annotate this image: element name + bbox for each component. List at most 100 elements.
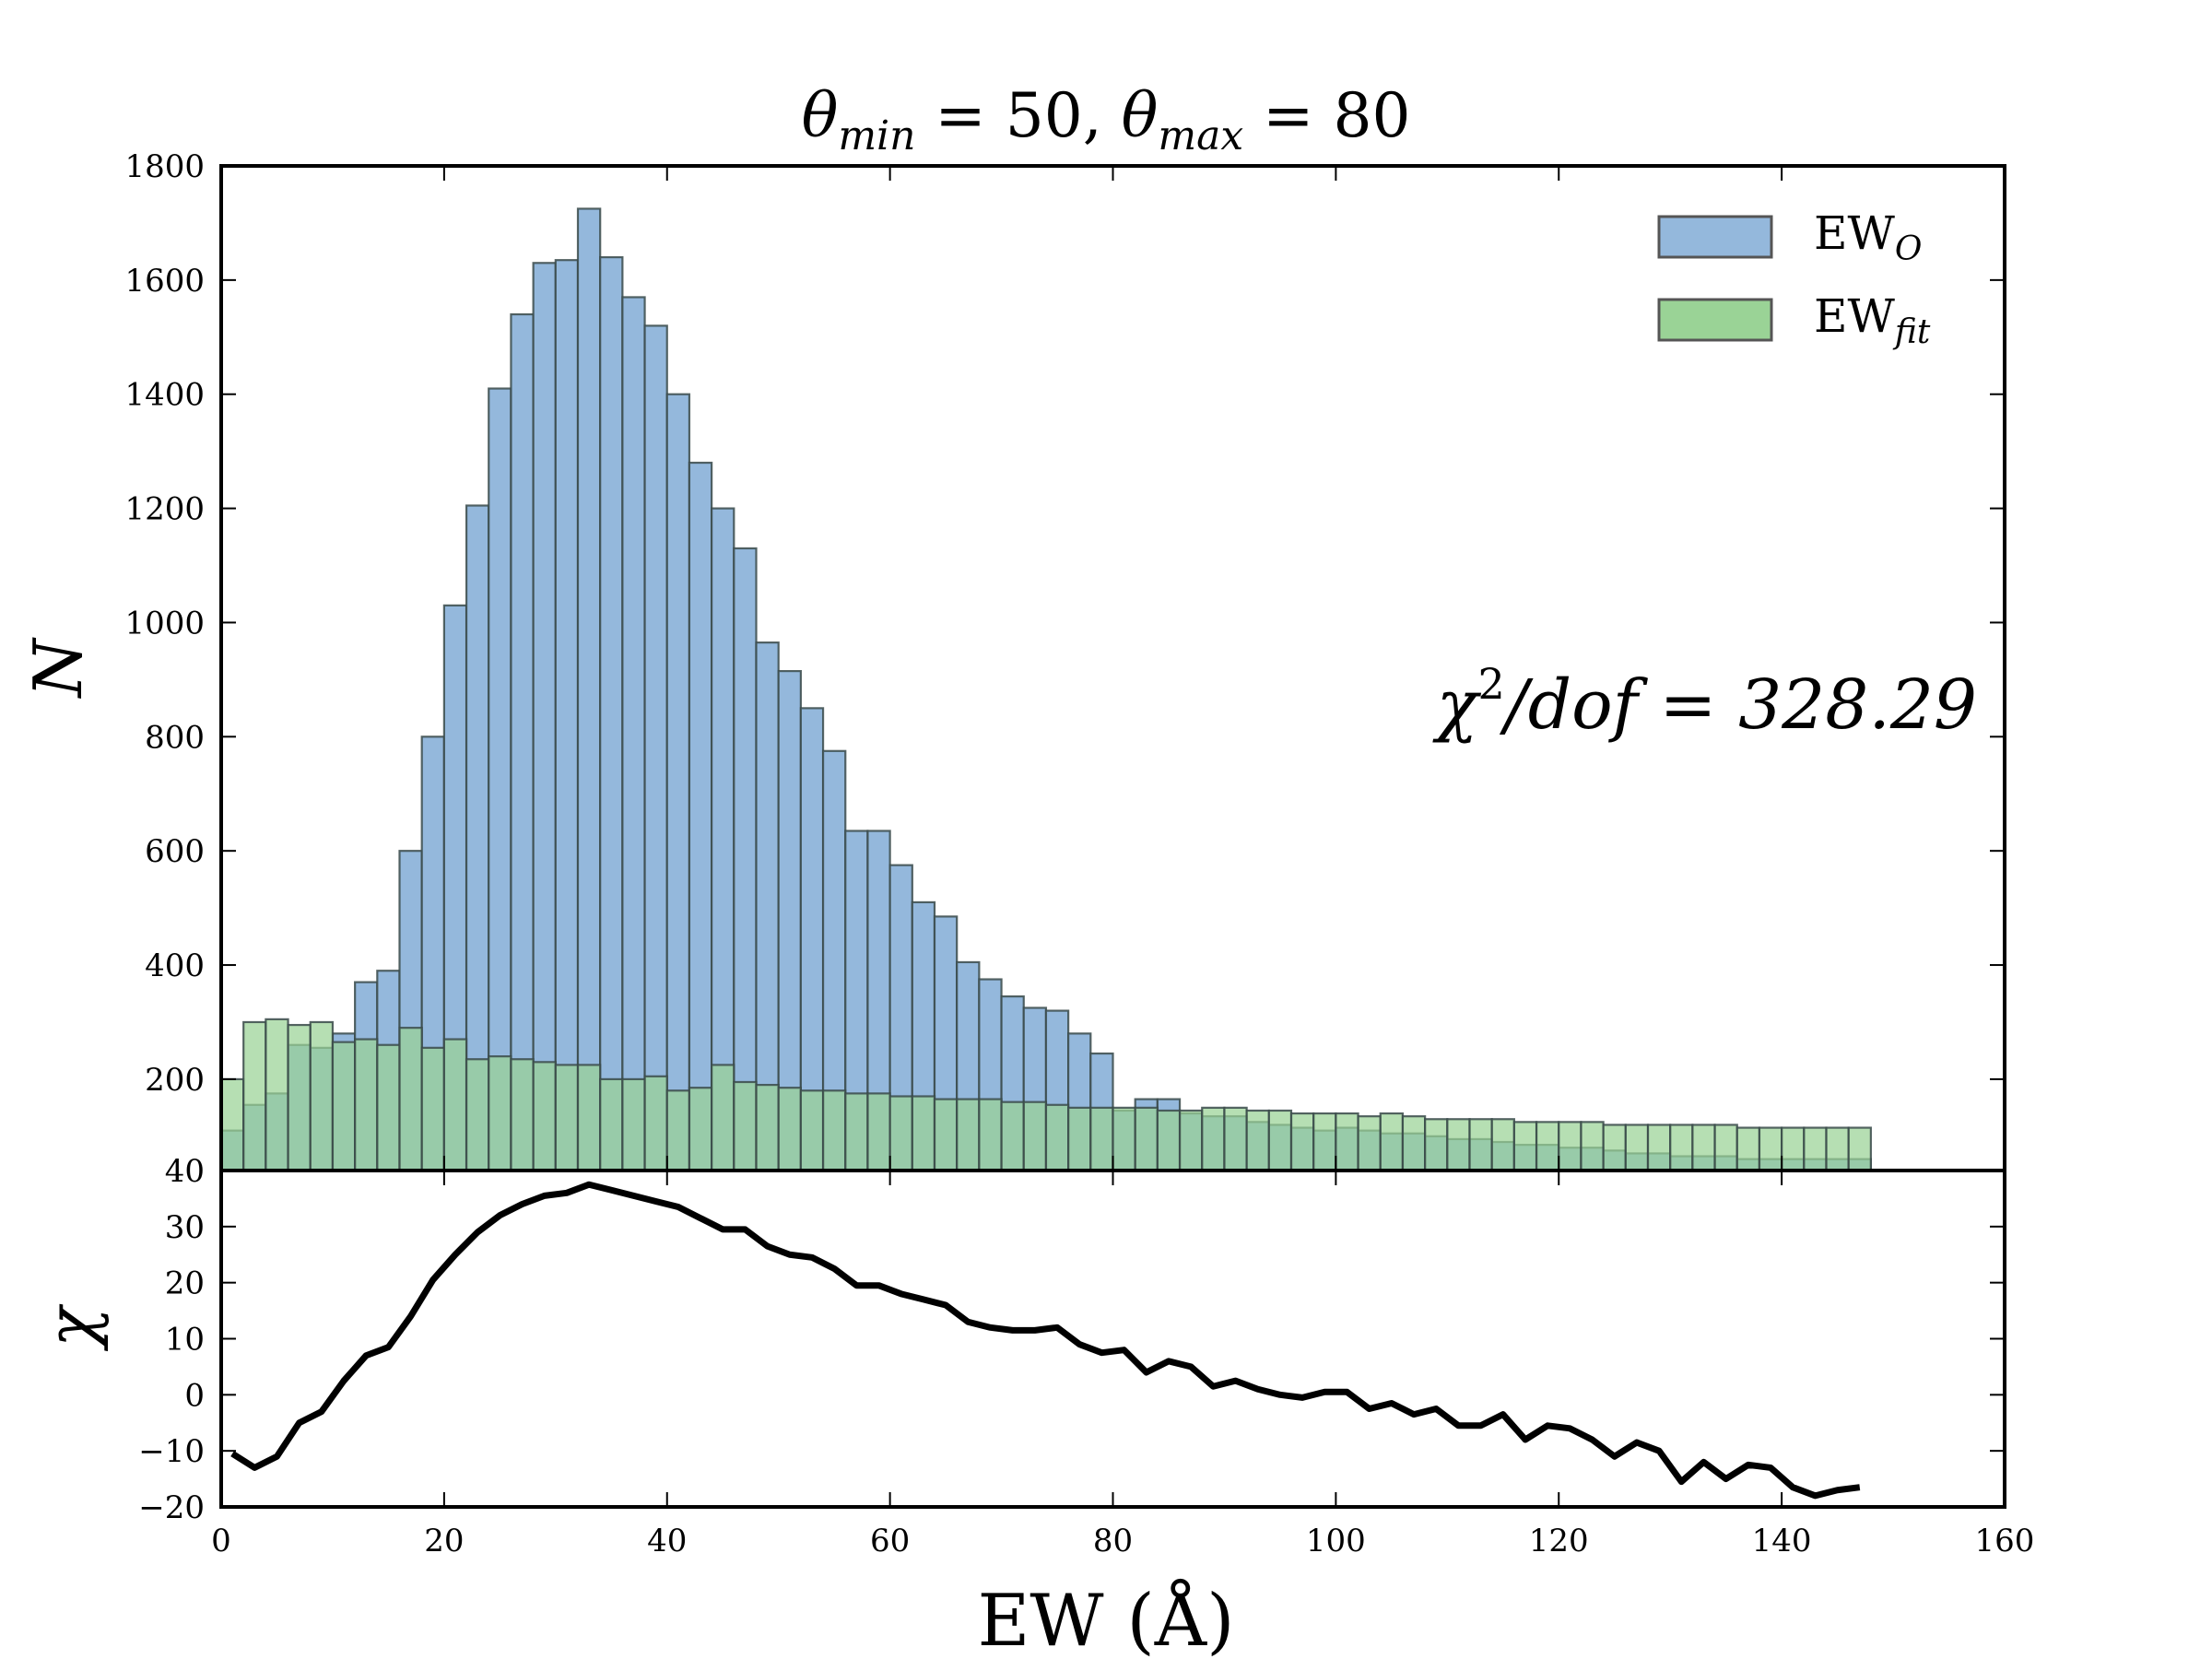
x-tick-label: 80 bbox=[1093, 1523, 1133, 1559]
bar-ew-fit bbox=[1289, 1112, 1315, 1172]
bar-ew-fit bbox=[1535, 1121, 1560, 1172]
title-end: = 80 bbox=[1243, 80, 1410, 151]
x-axis-ticks: 0 20 40 60 80 100 120 140 160 bbox=[211, 166, 2034, 1559]
bar-ew-fit bbox=[1758, 1126, 1783, 1172]
top-y-axis-label: N bbox=[19, 637, 97, 700]
bar-ew-fit bbox=[354, 1038, 379, 1172]
bar-ew-fit bbox=[1446, 1118, 1471, 1172]
bar-ew-fit bbox=[1223, 1106, 1248, 1172]
top-y-tick-label: 40 bbox=[165, 1153, 205, 1190]
bar-ew-fit bbox=[1089, 1106, 1114, 1172]
bar-ew-fit bbox=[1825, 1126, 1850, 1172]
bar-ew-fit bbox=[799, 1089, 825, 1172]
bar-ew-fit bbox=[1245, 1109, 1270, 1172]
bar-ew-fit bbox=[711, 1064, 735, 1172]
chi-residual-line bbox=[230, 1181, 1861, 1500]
annotation-rest: /dof = 328.29 bbox=[1500, 665, 1977, 745]
bottom-y-tick-label: 30 bbox=[165, 1209, 205, 1246]
bar-ew-o bbox=[532, 262, 557, 1172]
bar-ew-fit bbox=[576, 1064, 602, 1172]
bottom-y-axis-label: χ bbox=[32, 1303, 110, 1352]
annotation-sup: 2 bbox=[1478, 659, 1505, 709]
bar-ew-fit bbox=[1646, 1124, 1672, 1172]
bar-ew-fit bbox=[331, 1041, 357, 1172]
x-tick-label: 0 bbox=[211, 1523, 231, 1559]
bar-ew-fit bbox=[242, 1020, 267, 1172]
bar-ew-fit bbox=[621, 1077, 646, 1172]
bar-ew-fit bbox=[1401, 1115, 1427, 1172]
x-tick-label: 160 bbox=[1975, 1523, 2035, 1559]
legend-swatch-ew-fit bbox=[1657, 298, 1773, 342]
legend-label-ew-fit: EWfit bbox=[1814, 289, 1931, 351]
bar-ew-fit bbox=[1558, 1121, 1583, 1172]
bar-ew-fit bbox=[599, 1077, 624, 1172]
bar-ew-fit bbox=[1424, 1118, 1449, 1172]
bar-ew-fit bbox=[532, 1061, 557, 1172]
bar-ew-fit bbox=[1201, 1106, 1226, 1172]
top-y-tick-label: 1000 bbox=[124, 605, 205, 641]
bar-ew-fit bbox=[1178, 1109, 1204, 1172]
bar-ew-fit bbox=[1847, 1126, 1872, 1172]
top-y-tick-label: 1400 bbox=[124, 377, 205, 414]
top-y-tick-label: 600 bbox=[145, 833, 205, 870]
top-y-tick-label: 1600 bbox=[124, 263, 205, 300]
bar-ew-fit bbox=[911, 1095, 936, 1172]
top-y-tick-label: 1800 bbox=[124, 148, 205, 185]
bar-ew-fit bbox=[1468, 1118, 1493, 1172]
bar-ew-fit bbox=[1134, 1106, 1159, 1172]
bar-ew-fit bbox=[978, 1098, 1003, 1172]
bar-ew-fit bbox=[866, 1092, 891, 1172]
bottom-y-tick-label: 10 bbox=[165, 1322, 205, 1359]
bar-ew-o bbox=[643, 324, 668, 1172]
bar-ew-o bbox=[688, 461, 713, 1172]
bar-ew-fit bbox=[888, 1095, 913, 1172]
bar-ew-o bbox=[599, 255, 624, 1172]
legend: EWO EWfit bbox=[1657, 206, 1931, 351]
bar-ew-o bbox=[733, 547, 758, 1172]
x-tick-label: 20 bbox=[424, 1523, 464, 1559]
bar-ew-fit bbox=[1691, 1124, 1716, 1172]
bar-ew-fit bbox=[398, 1027, 423, 1172]
bar-ew-fit bbox=[1312, 1112, 1337, 1172]
x-tick-label: 60 bbox=[870, 1523, 910, 1559]
bar-ew-fit bbox=[1379, 1112, 1405, 1172]
bar-ew-fit bbox=[309, 1020, 335, 1172]
bar-ew-o bbox=[510, 312, 535, 1172]
bar-ew-o bbox=[488, 387, 512, 1172]
bar-ew-fit bbox=[1022, 1100, 1048, 1172]
bar-ew-fit bbox=[665, 1089, 691, 1172]
bottom-y-tick-label: −10 bbox=[138, 1433, 205, 1470]
bottom-y-tick-label: −20 bbox=[138, 1489, 205, 1526]
title-theta-min: θ bbox=[802, 80, 839, 151]
x-tick-label: 40 bbox=[647, 1523, 687, 1559]
bar-ew-fit bbox=[287, 1023, 312, 1172]
bar-ew-fit bbox=[733, 1080, 758, 1172]
bottom-y-tick-label: 0 bbox=[184, 1377, 205, 1414]
bar-ew-fit bbox=[844, 1092, 869, 1172]
bar-ew-fit bbox=[1512, 1121, 1538, 1172]
bar-ew-fit bbox=[1112, 1106, 1136, 1172]
title-theta-max: θ bbox=[1122, 80, 1159, 151]
bar-ew-fit bbox=[510, 1058, 535, 1172]
x-axis-label: EW (Å) bbox=[977, 1578, 1234, 1659]
top-y-tick-label: 400 bbox=[145, 947, 205, 984]
bar-ew-fit bbox=[821, 1089, 847, 1172]
bar-ew-fit bbox=[219, 1077, 245, 1172]
bar-ew-fit bbox=[442, 1038, 468, 1172]
bar-ew-fit bbox=[1156, 1109, 1182, 1172]
bar-ew-fit bbox=[1067, 1106, 1092, 1172]
bar-ew-o bbox=[711, 507, 735, 1172]
x-tick-label: 120 bbox=[1529, 1523, 1589, 1559]
top-y-tick-label: 800 bbox=[145, 719, 205, 756]
bar-ew-fit bbox=[1803, 1126, 1828, 1172]
chi-square-annotation: χ2/dof = 328.29 bbox=[1432, 659, 1977, 745]
top-y-axis-ticks: 40 200 400 600 800 1000 1200 1400 1600 1800 bbox=[124, 148, 2005, 1190]
bar-ew-fit bbox=[755, 1084, 780, 1172]
title-sub-min: min bbox=[838, 112, 915, 159]
bar-ew-fit bbox=[1735, 1126, 1761, 1172]
annotation-chi: χ bbox=[1432, 665, 1482, 745]
bar-ew-fit bbox=[1713, 1124, 1738, 1172]
bar-ew-o bbox=[576, 207, 602, 1172]
title-mid: = 50, bbox=[915, 80, 1121, 151]
